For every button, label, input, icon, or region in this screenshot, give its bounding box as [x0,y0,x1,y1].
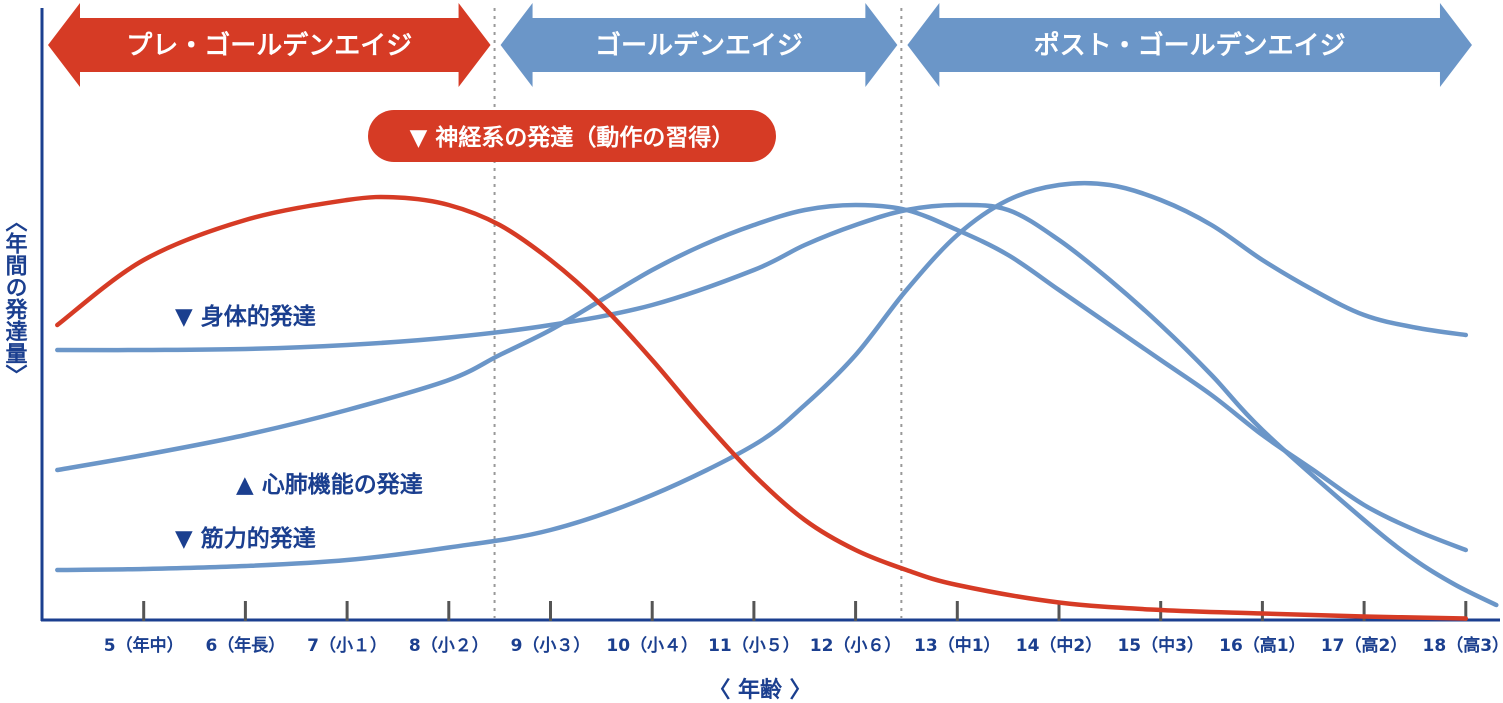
x-tick-label: 7（小１） [307,635,387,656]
phase-label-1: プレ・ゴールデンエイジ [126,30,412,61]
x-tick-label: 6（年長） [205,635,285,656]
x-tick-label: 8（小２） [409,635,489,656]
phase-arrows: プレ・ゴールデンエイジ ゴールデンエイジ ポスト・ゴールデンエイジ [48,3,1472,87]
phase-arrow-2 [500,3,898,87]
muscle-strength-line [55,180,1469,573]
physical-growth-label: ▼ 身体的発達 [175,303,316,330]
phase-label-2: ゴールデンエイジ [595,30,803,61]
y-axis-label: 〈年間の発達量〉 [2,210,29,386]
x-tick-label: 14（中2） [1016,635,1103,656]
x-tick-label: 15（中3） [1117,635,1204,656]
x-tick-label: 9（小３） [511,635,591,656]
nervous-system-line [55,194,1469,621]
series-lines [55,180,1499,621]
nervous-system-label-pill [368,110,776,162]
axes [40,8,1500,622]
muscle-strength-label: ▼ 筋力的発達 [175,525,316,552]
x-tick-label: 18（高3） [1423,635,1503,656]
x-tick-label: 12（小６） [810,635,902,656]
x-axis-label: 〈 年齢 〉 [708,677,811,703]
x-tick-label: 16（高1） [1219,635,1306,656]
cardio-function-label: ▲ 心肺機能の発達 [236,471,423,498]
phase-arrow-3 [907,3,1472,87]
series-labels: ▼ 神経系の発達（動作の習得） ▼ 身体的発達 ▲ 心肺機能の発達 ▼ 筋力的発達 [175,110,776,552]
x-tick-label: 13（中1） [914,635,1001,656]
x-tick-label: 10（小４） [606,635,698,656]
cardio-function-line [55,202,1469,553]
x-ticks: 5（年中） 6（年長） 7（小１） 8（小２） 9（小３） 10（小４） 11（小５） 12（… [104,601,1503,656]
phase-label-3: ポスト・ゴールデンエイジ [1034,30,1346,61]
nervous-system-label: ▼ 神経系の発達（動作の習得） [410,124,735,151]
x-tick-label: 11（小５） [708,635,800,656]
x-tick-label: 5（年中） [104,635,184,656]
phase-arrow-1 [48,3,491,87]
x-tick-label: 17（高2） [1321,635,1408,656]
phase-dividers [493,8,903,618]
